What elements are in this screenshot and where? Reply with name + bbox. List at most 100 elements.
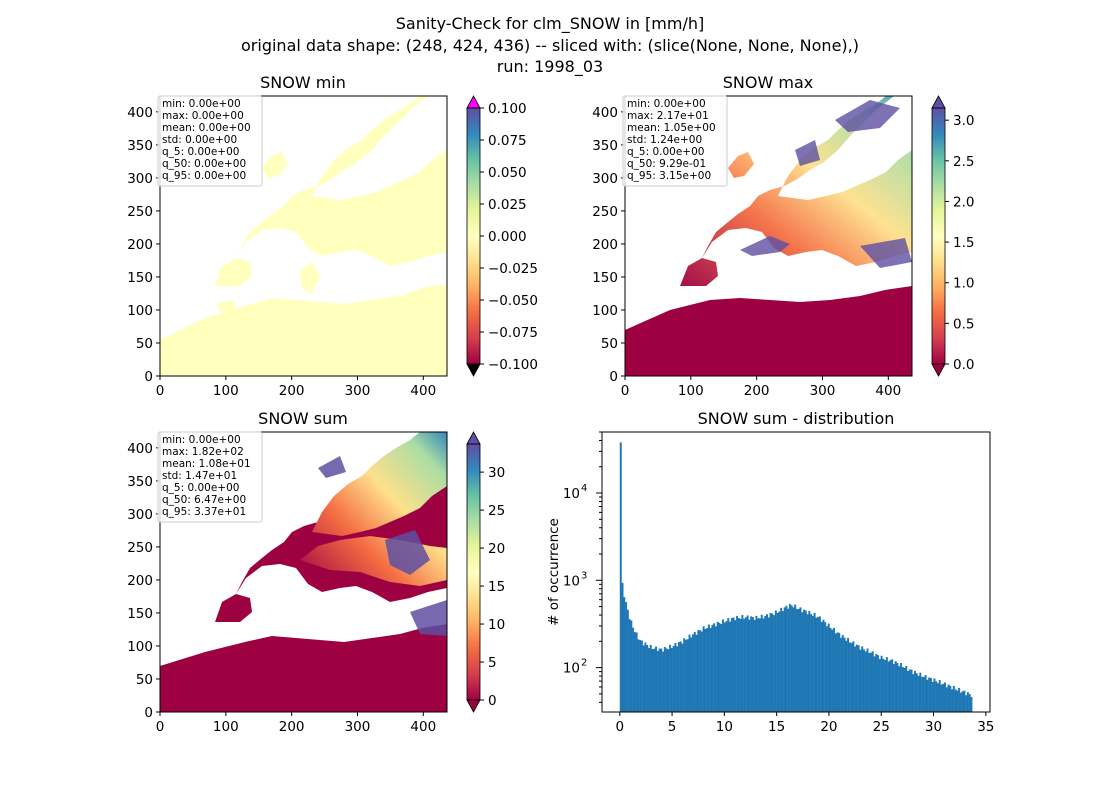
distribution-xtick-label: 30 [925, 719, 942, 735]
snow-sum-axes: 0 100 200 300 400 0 50 100 150 200 250 300 350 400 [127, 441, 436, 735]
distribution-bar [914, 670, 917, 712]
distribution-bar [908, 669, 911, 712]
snow-max-stats-line: std: 1.24e+00 [627, 134, 702, 146]
snow-min-colorbar: −0.100 −0.075 −0.050 −0.025 0.000 0.025 0.050 0… [466, 95, 538, 377]
distribution-bar [935, 681, 938, 712]
distribution-bar [716, 621, 719, 712]
snow-min-axes: 0 100 200 300 400 0 50 100 150 200 250 300 350 400 [127, 105, 436, 399]
snow-sum-xtick-label: 100 [213, 719, 239, 735]
distribution-bar [787, 608, 790, 712]
snow-min-colorbar-label: 0.100 [488, 101, 527, 117]
distribution-bar [926, 679, 929, 712]
distribution-bar [790, 605, 793, 712]
snow-sum-colorbar-extend-top [466, 431, 481, 445]
distribution-bar [785, 605, 788, 712]
distribution-bar [827, 623, 830, 712]
snow-sum-ytick-label: 150 [127, 606, 153, 622]
panel-snow-sum: SNOW sum 0 100 200 300 400050100150200250300… [127, 409, 505, 735]
distribution-bar [748, 619, 751, 712]
distribution-bar [963, 690, 966, 712]
distribution-bar [697, 630, 700, 712]
distribution-bar [834, 633, 837, 712]
snow-sum-stats-line: q_95: 3.37e+01 [162, 506, 246, 518]
distribution-bar [912, 674, 915, 712]
snow-sum-ytick-label: 200 [127, 573, 153, 589]
distribution-bar [655, 646, 657, 712]
panel-snow-sum-title: SNOW sum [258, 409, 348, 428]
distribution-bar [910, 669, 913, 712]
snow-sum-colorbar-label: 5 [488, 655, 497, 671]
snow-sum-xtick-label: 0 [156, 719, 165, 735]
distribution-bar [840, 637, 843, 712]
distribution-bar [658, 648, 661, 712]
distribution-bar [702, 626, 705, 712]
distribution-bar [746, 615, 749, 712]
distribution-bar [732, 617, 735, 712]
distribution-bar [660, 648, 663, 712]
snow-max-colorbar-extend-bottom [931, 363, 946, 377]
snow-sum-xtick-label: 200 [279, 719, 305, 735]
distribution-bar [875, 653, 878, 712]
snow-sum-colorbar-label: 20 [488, 541, 505, 557]
snow-min-ytick-label: 150 [127, 270, 153, 286]
distribution-bar [959, 692, 962, 712]
distribution-bar [674, 643, 677, 712]
distribution-bar [736, 615, 739, 712]
distribution-bar [877, 655, 880, 712]
snow-min-stats-line: min: 0.00e+00 [162, 98, 241, 110]
snow-sum-ytick-label: 250 [127, 540, 153, 556]
distribution-bar [628, 619, 631, 712]
snow-min-colorbar-label: −0.025 [488, 261, 538, 277]
distribution-bar [762, 618, 765, 712]
snow-sum-frame [159, 431, 448, 713]
snow-max-colorbar-label: 1.5 [953, 235, 974, 251]
distribution-bar [884, 660, 887, 712]
distribution-bar [806, 614, 809, 712]
snow-min-colorbar-label: −0.050 [488, 293, 538, 309]
snow-max-colorbar-label: 0.0 [953, 357, 974, 373]
distribution-bar [633, 632, 636, 712]
distribution-bar [649, 644, 652, 712]
distribution-bar [767, 617, 770, 712]
distribution-ytick-label: 10 [563, 573, 580, 589]
snow-sum-ytick-label: 400 [127, 441, 153, 457]
distribution-bar [774, 610, 777, 712]
distribution-bar [966, 692, 969, 712]
distribution-bar [672, 645, 675, 712]
snow-sum-map [160, 432, 447, 712]
snow-sum-colorbar-extend-bottom [466, 699, 481, 713]
distribution-bar [730, 618, 733, 712]
snow-sum-stats-line: q_5: 0.00e+00 [162, 482, 239, 494]
distribution-bar [928, 677, 931, 712]
snow-max-ytick-label: 50 [601, 336, 618, 352]
snow-sum-stats-background [157, 431, 263, 523]
snow-min-xtick-label: 200 [279, 383, 305, 399]
distribution-xtick-label: 20 [820, 719, 837, 735]
snow-min-frame [159, 95, 448, 377]
distribution-bar [907, 670, 909, 712]
distribution-bar [757, 618, 760, 712]
snow-min-xtick-label: 0 [156, 383, 165, 399]
distribution-bar [729, 621, 731, 712]
distribution-bar [693, 631, 696, 712]
distribution-bar [961, 691, 964, 712]
distribution-bar [970, 696, 973, 712]
distribution-bar [898, 666, 901, 712]
snow-min-stats-line: std: 0.00e+00 [162, 134, 237, 146]
distribution-bar [919, 672, 922, 712]
distribution-bar [945, 687, 948, 712]
distribution-bar [783, 607, 786, 712]
distribution-bar [750, 616, 753, 712]
distribution-bar [755, 615, 758, 712]
distribution-bar [847, 637, 850, 712]
distribution-bar [695, 634, 698, 712]
distribution-bar [854, 646, 857, 712]
distribution-bar [829, 627, 832, 712]
distribution-bar [692, 634, 694, 712]
figure-title-line-2: original data shape: (248, 424, 436) -- … [241, 36, 859, 55]
distribution-bar [903, 667, 906, 712]
panel-snow-distribution: SNOW sum - distribution # of occurrence … [546, 409, 994, 735]
distribution-bar [949, 685, 952, 712]
distribution-bar [619, 442, 622, 712]
distribution-bar [880, 655, 883, 712]
